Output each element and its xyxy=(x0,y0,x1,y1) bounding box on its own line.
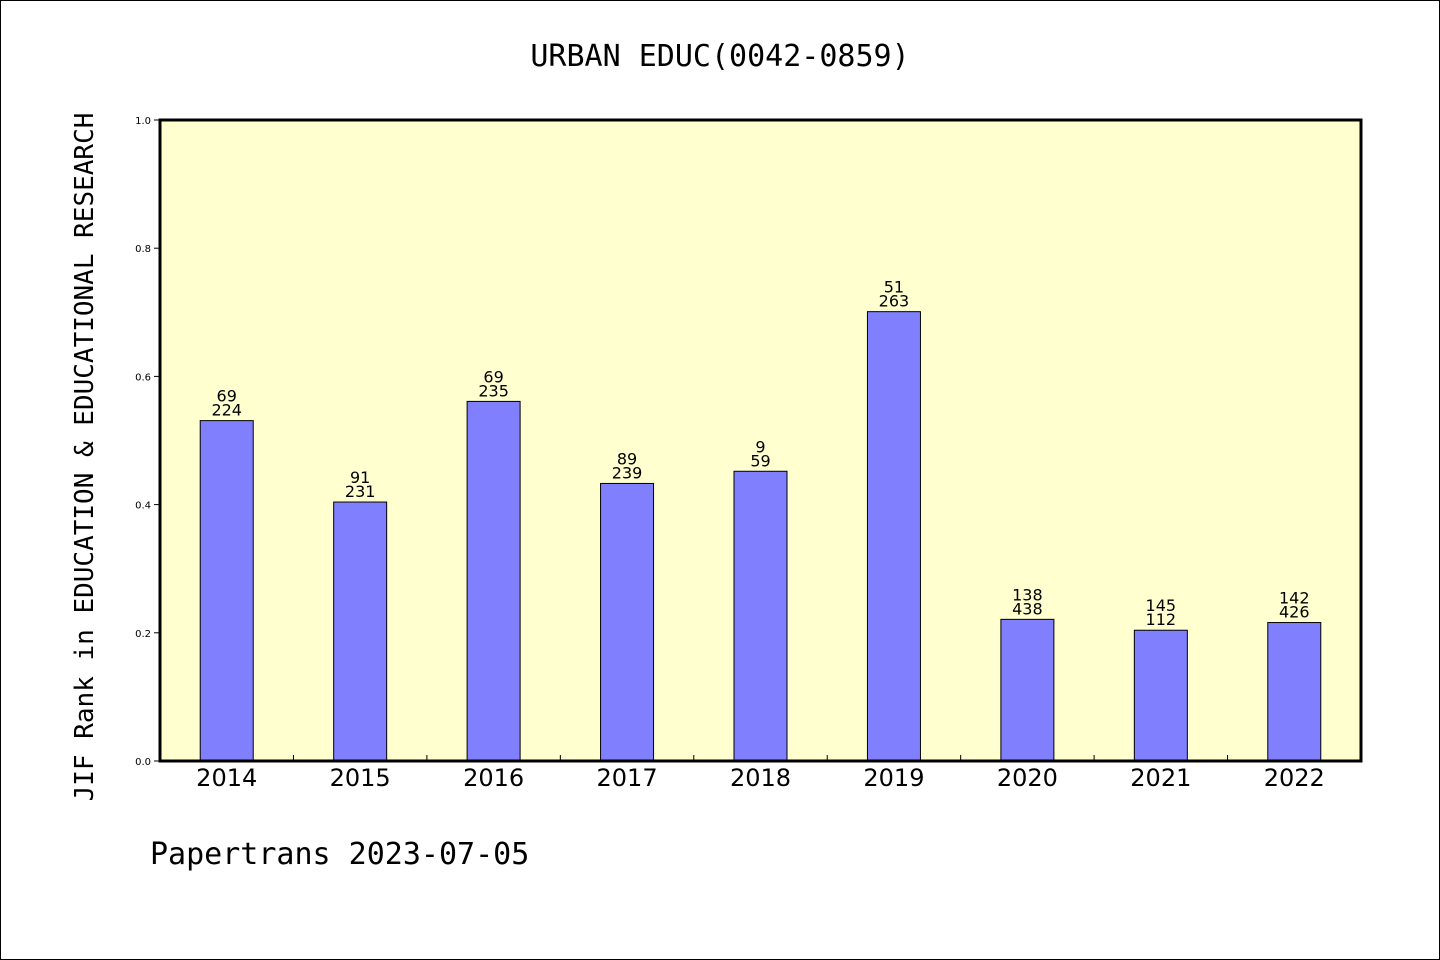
x-tick-label-2014: 2014 xyxy=(196,764,257,792)
x-tick-label-2015: 2015 xyxy=(330,764,391,792)
rank-label-2015: 91 xyxy=(350,468,370,487)
rank-label-2021: 145 xyxy=(1146,596,1177,615)
rank-label-2017: 89 xyxy=(617,449,637,468)
bar-2014 xyxy=(199,420,254,762)
bar-2017 xyxy=(600,482,655,762)
bar-2018 xyxy=(733,470,788,762)
rank-label-2014: 69 xyxy=(217,387,237,406)
bar-2019 xyxy=(866,311,921,762)
bar-2022 xyxy=(1267,622,1322,762)
y-axis-label: JIF Rank in EDUCATION & EDUCATIONAL RESE… xyxy=(70,113,100,802)
rank-label-2016: 69 xyxy=(483,367,503,386)
y-axis: 0.0 0.2 0.4 0.6 0.8 1.0 xyxy=(135,116,160,768)
total-label-2018: 59 xyxy=(750,451,770,470)
y-tick-label: 1.0 xyxy=(135,116,151,127)
rank-label-2020: 138 xyxy=(1012,585,1043,604)
x-axis: 2014 2015 2016 2017 2018 2019 2020 2021 2022 xyxy=(196,755,1325,792)
x-tick-label-2019: 2019 xyxy=(863,764,924,792)
footer-text: Papertrans 2023-07-05 xyxy=(150,837,529,872)
total-label-2014: 224 xyxy=(211,401,242,420)
total-label-2017: 239 xyxy=(612,463,643,482)
total-label-2022: 426 xyxy=(1279,603,1310,622)
bar-2021 xyxy=(1133,629,1188,762)
total-label-2015: 231 xyxy=(345,482,376,501)
x-tick-label-2018: 2018 xyxy=(730,764,791,792)
x-tick-label-2016: 2016 xyxy=(463,764,524,792)
rank-label-2022: 142 xyxy=(1279,589,1310,608)
bar-2020 xyxy=(1000,618,1055,762)
bar-2016 xyxy=(466,400,521,762)
y-tick-label: 0.6 xyxy=(135,372,151,383)
x-tick-label-2017: 2017 xyxy=(597,764,658,792)
total-label-2019: 263 xyxy=(879,292,910,311)
bar-2015 xyxy=(333,501,388,762)
total-label-2021: 112 xyxy=(1146,610,1177,629)
x-tick-label-2021: 2021 xyxy=(1130,764,1191,792)
rank-label-2019: 51 xyxy=(884,278,904,297)
y-tick-label: 0.4 xyxy=(135,501,151,512)
x-tick-label-2020: 2020 xyxy=(997,764,1058,792)
rank-label-2018: 9 xyxy=(755,437,765,456)
chart-title: URBAN EDUC(0042-0859) xyxy=(530,39,909,74)
y-tick-label: 0.0 xyxy=(135,757,151,768)
x-tick-label-2022: 2022 xyxy=(1264,764,1325,792)
y-tick-label: 0.2 xyxy=(135,629,151,640)
total-label-2020: 438 xyxy=(1012,599,1043,618)
plot-border xyxy=(158,118,1363,763)
bars xyxy=(199,311,1322,762)
y-tick-label: 0.8 xyxy=(135,244,151,255)
total-label-2016: 235 xyxy=(478,381,509,400)
